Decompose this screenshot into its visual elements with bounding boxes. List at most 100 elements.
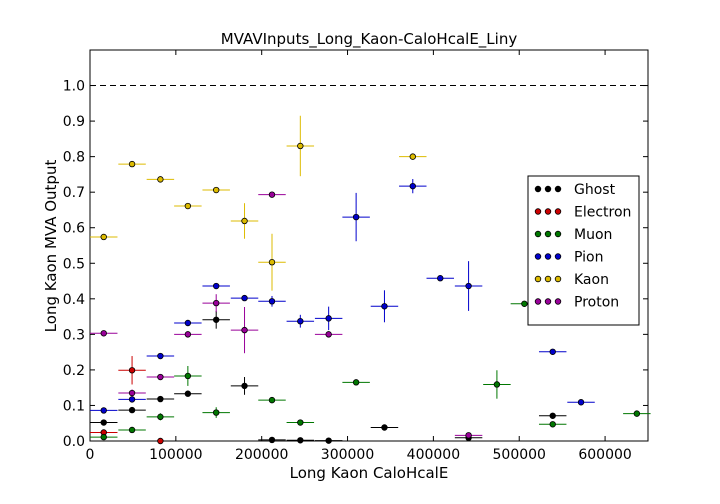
- series-proton: [90, 191, 483, 439]
- data-point: [184, 331, 192, 338]
- data-point: [100, 419, 107, 426]
- legend-label: Electron: [574, 205, 631, 221]
- legend-marker: [544, 253, 552, 260]
- legend-marker: [544, 275, 552, 283]
- y-tick-label: 0.1: [63, 398, 85, 414]
- y-tick-label: 0.6: [63, 221, 85, 237]
- data-point: [352, 213, 360, 221]
- legend-marker: [554, 298, 562, 305]
- y-tick-label: 0.5: [63, 256, 85, 272]
- data-point: [409, 182, 416, 190]
- data-point: [212, 186, 220, 194]
- data-point: [268, 436, 276, 444]
- data-point: [241, 326, 248, 334]
- data-point: [325, 331, 332, 338]
- legend-label: Pion: [574, 250, 603, 266]
- y-tick-label: 0.8: [63, 150, 85, 166]
- data-point: [212, 409, 220, 416]
- data-point: [100, 433, 107, 441]
- data-point: [577, 399, 585, 406]
- legend-marker: [544, 208, 552, 215]
- data-point: [157, 395, 164, 403]
- series-pion: [90, 179, 595, 414]
- legend-marker: [534, 185, 542, 193]
- legend-marker: [534, 253, 542, 260]
- data-point: [128, 426, 136, 434]
- data-point: [157, 437, 164, 445]
- data-point: [241, 217, 248, 225]
- data-point: [268, 259, 276, 266]
- data-point: [297, 437, 304, 444]
- y-tick-label: 1.0: [63, 79, 85, 95]
- legend-item: Muon: [534, 227, 612, 243]
- legend-marker: [544, 230, 552, 238]
- data-point: [297, 318, 304, 325]
- legend-marker: [554, 253, 562, 260]
- series-ghost: [90, 310, 567, 444]
- data-point: [268, 298, 276, 305]
- data-point: [297, 142, 304, 150]
- y-tick-label: 0.0: [63, 434, 85, 450]
- data-point: [465, 432, 472, 439]
- legend-marker: [534, 230, 542, 238]
- data-point: [352, 379, 360, 386]
- data-point: [549, 348, 556, 355]
- y-tick-label: 0.4: [63, 292, 85, 308]
- data-point: [100, 330, 107, 337]
- legend-item: Ghost: [534, 182, 616, 198]
- data-point: [268, 191, 276, 198]
- data-point: [157, 413, 164, 421]
- data-point: [325, 437, 332, 444]
- data-point: [157, 373, 164, 381]
- data-point: [212, 282, 220, 290]
- legend-marker: [544, 298, 552, 305]
- data-point: [381, 303, 388, 310]
- legend-marker: [534, 298, 542, 305]
- y-tick-label: 0.3: [63, 327, 85, 343]
- legend-marker: [554, 230, 562, 238]
- legend-item: Pion: [534, 250, 603, 266]
- data-point: [409, 153, 416, 160]
- x-tick-label: 400000: [407, 447, 460, 463]
- legend-label: Muon: [574, 227, 612, 243]
- data-point: [128, 406, 136, 414]
- data-point: [100, 233, 107, 241]
- data-point: [157, 352, 164, 360]
- plot-area: [90, 85, 651, 445]
- y-tick-label: 0.9: [63, 114, 85, 130]
- x-tick-label: 600000: [578, 447, 631, 463]
- legend-item: Proton: [534, 295, 619, 311]
- data-point: [465, 282, 472, 290]
- data-point: [325, 315, 332, 322]
- data-point: [381, 424, 388, 431]
- series-kaon: [90, 115, 427, 291]
- data-point: [549, 412, 556, 419]
- data-point: [297, 419, 304, 426]
- data-point: [157, 176, 164, 183]
- data-point: [184, 319, 192, 327]
- legend-label: Proton: [574, 295, 619, 311]
- data-point: [549, 421, 556, 428]
- data-point: [493, 381, 501, 388]
- axis-ticks: 0 100000 200000 300000 400000 500000 600000 0.0…: [63, 50, 648, 463]
- y-axis-title: Long Kaon MVA Output: [42, 160, 60, 333]
- data-point: [100, 407, 107, 414]
- legend-item: Electron: [534, 205, 631, 221]
- data-point: [241, 294, 248, 302]
- legend-marker: [544, 185, 552, 193]
- data-point: [633, 410, 641, 417]
- data-point: [184, 202, 192, 210]
- data-point: [241, 382, 248, 390]
- x-tick-label: 300000: [321, 447, 374, 463]
- data-point: [128, 160, 136, 168]
- legend-marker: [534, 208, 542, 215]
- x-tick-label: 100000: [149, 447, 202, 463]
- legend-marker: [554, 208, 562, 215]
- data-point: [184, 390, 192, 397]
- legend-label: Kaon: [574, 272, 609, 288]
- legend-marker: [534, 275, 542, 283]
- legend-marker: [554, 185, 562, 193]
- data-point: [128, 396, 136, 403]
- x-tick-label: 0: [86, 447, 95, 463]
